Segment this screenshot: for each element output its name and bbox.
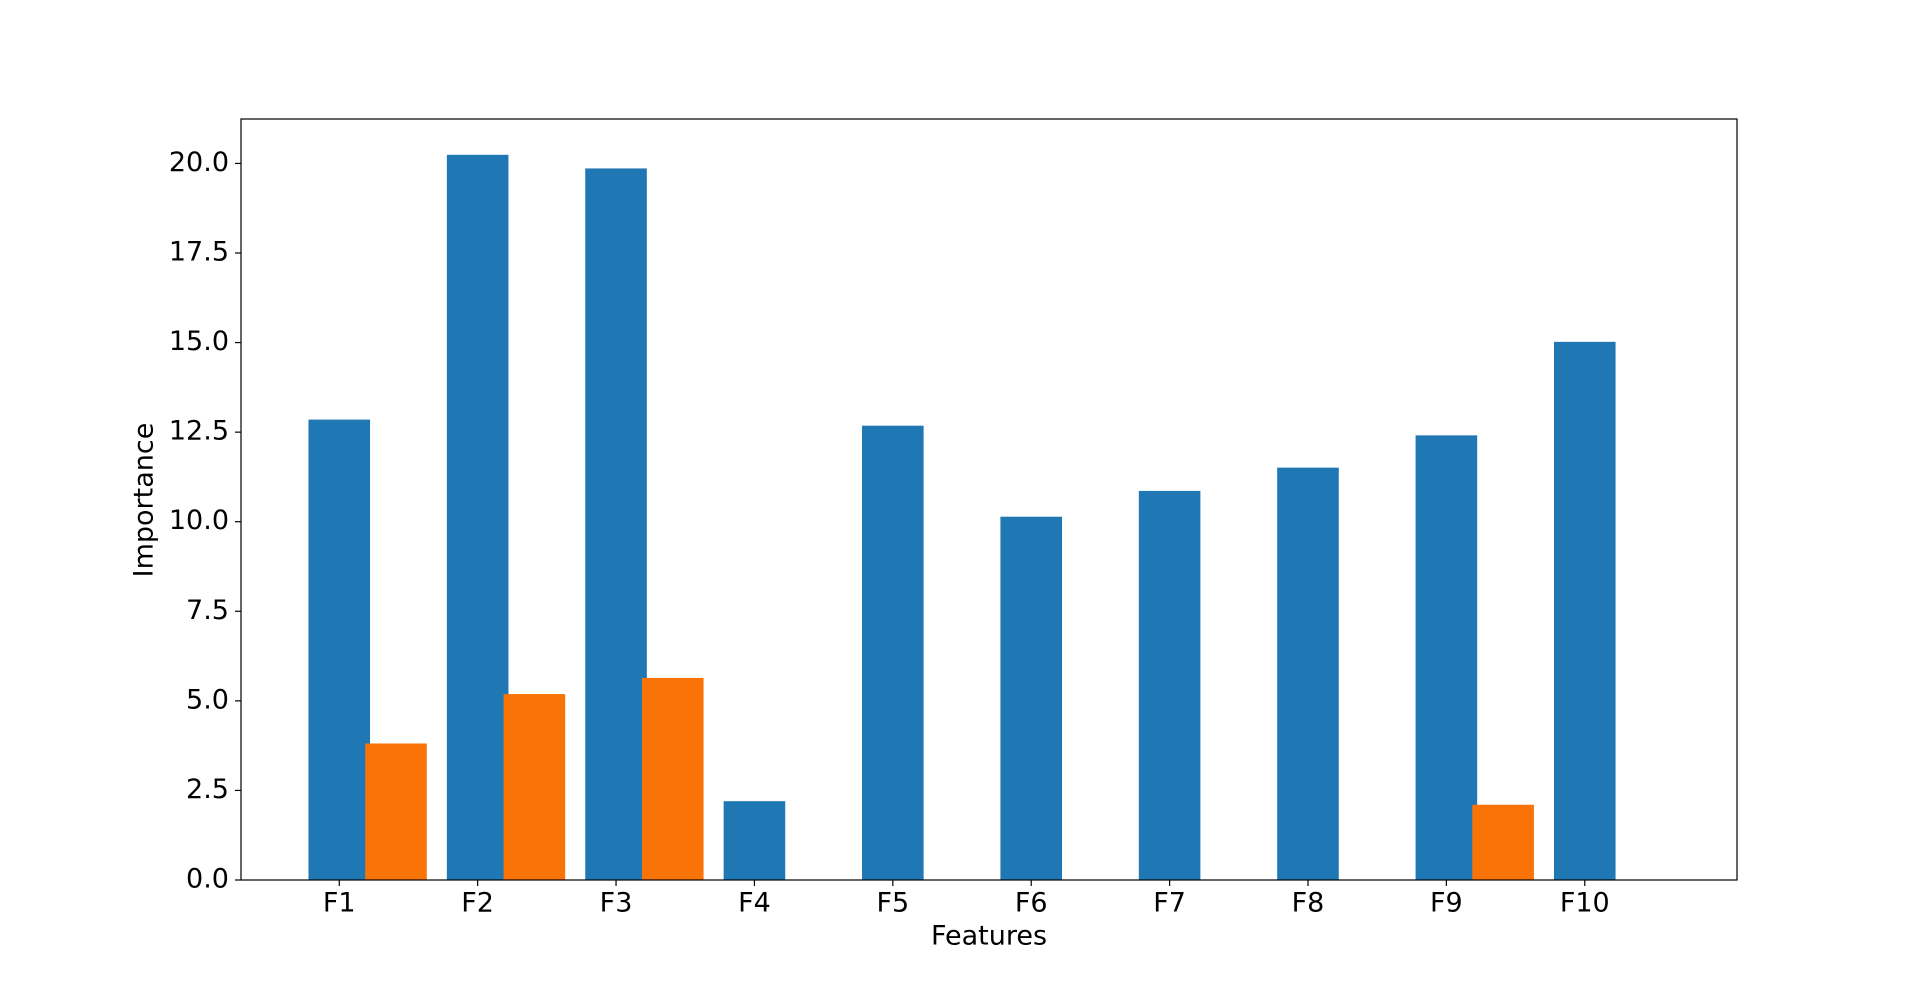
- y-tick-label: 15.0: [169, 326, 229, 357]
- x-tick-label: F4: [738, 888, 771, 919]
- y-tick-label: 17.5: [169, 236, 229, 267]
- bar: [1138, 490, 1201, 880]
- bar: [641, 677, 704, 880]
- bar: [1553, 341, 1616, 881]
- y-tick-label: 7.5: [186, 595, 229, 626]
- y-tick-label: 10.0: [169, 505, 229, 536]
- y-axis-label: Importance: [129, 423, 160, 578]
- bar: [1415, 435, 1478, 880]
- x-tick-label: F6: [1015, 888, 1048, 919]
- bar: [308, 419, 371, 880]
- y-tick-label: 12.5: [169, 416, 229, 447]
- bar: [862, 425, 924, 880]
- x-tick-label: F5: [876, 888, 909, 919]
- bar: [1000, 516, 1063, 880]
- y-tick-label: 0.0: [186, 864, 229, 895]
- bar: [1472, 804, 1534, 880]
- y-tick-label: 5.0: [186, 684, 229, 715]
- x-tick-label: F3: [600, 888, 633, 919]
- x-tick-label: F10: [1560, 888, 1610, 919]
- bar: [365, 743, 427, 880]
- bar: [723, 801, 786, 880]
- x-axis-label: Features: [931, 921, 1047, 952]
- bar: [1277, 467, 1339, 880]
- x-tick-label: F7: [1153, 888, 1186, 919]
- x-tick-label: F1: [323, 888, 356, 919]
- bar: [503, 694, 566, 880]
- bar: [585, 168, 647, 881]
- y-tick-label: 20.0: [169, 147, 229, 178]
- x-tick-label: F9: [1430, 888, 1463, 919]
- bar: [446, 154, 509, 881]
- y-tick-label: 2.5: [186, 774, 229, 805]
- plot-frame: [240, 118, 1738, 881]
- x-tick-label: F8: [1292, 888, 1325, 919]
- x-tick-label: F2: [461, 888, 494, 919]
